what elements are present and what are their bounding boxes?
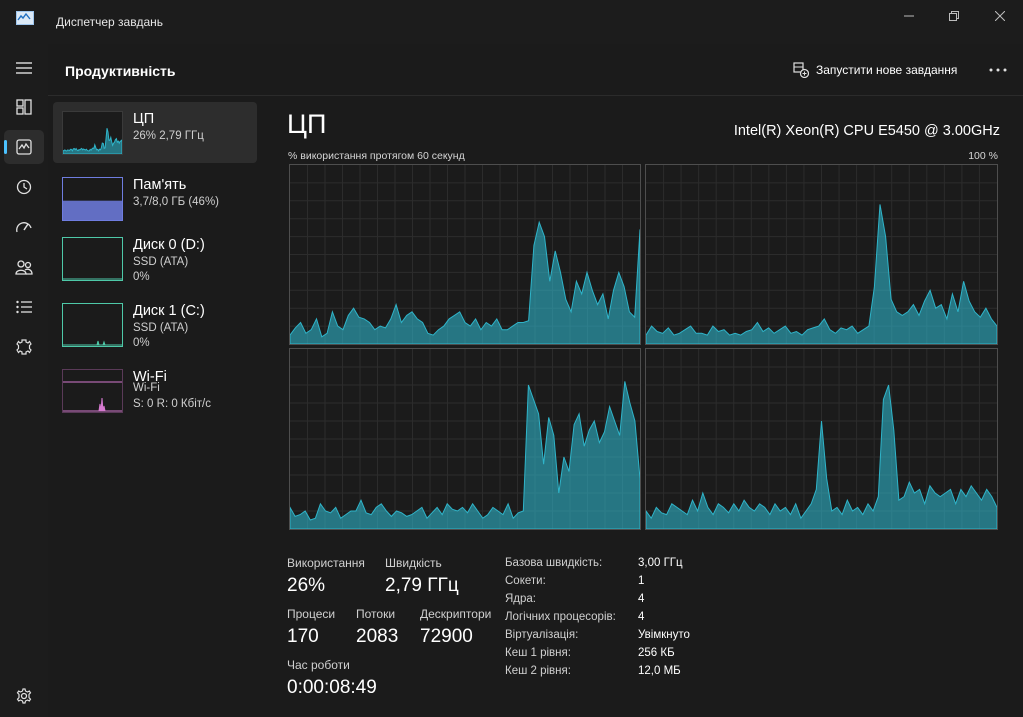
speed-value: 2,79 ГГц <box>385 575 459 596</box>
device-name: Диск 1 (C:) <box>133 303 205 319</box>
page-header: Продуктивність Запустити нове завдання <box>48 44 1023 96</box>
device-detail: 26% 2,79 ГГц <box>133 130 204 142</box>
device-item-disk0[interactable]: Диск 0 (D:) SSD (ATA) 0% <box>53 228 257 289</box>
cpu-core-1-graph <box>645 164 998 345</box>
window-title: Диспетчер завдань <box>56 15 164 29</box>
run-new-task-label: Запустити нове завдання <box>816 63 958 77</box>
minimize-icon <box>904 15 914 17</box>
disk0-thumbnail-graph <box>62 237 123 281</box>
device-type: SSD (ATA) <box>133 322 189 334</box>
spec-label: Логічних процесорів: <box>505 611 616 623</box>
startup-apps-icon <box>16 222 32 233</box>
minimize-button[interactable] <box>886 0 932 32</box>
cpu-thumbnail-area <box>63 128 122 154</box>
title-bar: Диспетчер завдань <box>0 0 1023 44</box>
threads-value: 2083 <box>356 626 399 647</box>
device-detail: 3,7/8,0 ГБ (46%) <box>133 196 220 208</box>
memory-thumbnail-fill <box>63 200 122 220</box>
uptime-value: 0:00:08:49 <box>287 677 377 698</box>
spec-value: 3,00 ГГц <box>638 557 683 569</box>
restore-icon <box>949 11 959 21</box>
nav-app-history[interactable] <box>4 170 44 204</box>
spec-label: Базова швидкість: <box>505 557 603 569</box>
device-type: SSD (ATA) <box>133 256 189 268</box>
spec-label: Сокети: <box>505 575 546 587</box>
graph-max-label: 100 % <box>968 150 998 162</box>
cpu-core-2-area <box>290 381 640 529</box>
more-options-button[interactable] <box>988 60 1008 80</box>
cpu-core-3-area <box>646 384 997 529</box>
graph-caption: % використання протягом 60 секунд <box>288 150 465 162</box>
device-name: ЦП <box>133 111 155 127</box>
cpu-core-1-area <box>646 204 997 344</box>
device-item-wifi[interactable]: Wi-Fi Wi-Fi S: 0 R: 0 Кбіт/с <box>53 360 257 421</box>
device-usage: 0% <box>133 271 150 283</box>
nav-startup-apps[interactable] <box>4 210 44 244</box>
hamburger-menu-icon <box>16 62 32 74</box>
performance-icon <box>16 139 32 155</box>
handles-value: 72900 <box>420 626 473 647</box>
spec-value: 4 <box>638 611 645 623</box>
spec-value: 4 <box>638 593 645 605</box>
spec-value: 1 <box>638 575 645 587</box>
nav-details[interactable] <box>4 290 44 324</box>
utilization-label: Використання <box>287 556 365 570</box>
details-icon <box>16 300 32 314</box>
device-item-cpu[interactable]: ЦП 26% 2,79 ГГц <box>53 102 257 163</box>
task-manager-app-icon <box>16 11 34 25</box>
users-icon <box>15 260 33 275</box>
speed-label: Швидкість <box>385 556 442 570</box>
main-title: ЦП <box>287 109 327 139</box>
nav-performance[interactable] <box>4 130 44 164</box>
device-name: Пам'ять <box>133 177 187 193</box>
run-new-task-button[interactable]: Запустити нове завдання <box>793 60 957 80</box>
processes-label: Процеси <box>287 607 336 621</box>
menu-toggle-button[interactable] <box>4 51 44 85</box>
cpu-thumbnail-graph <box>62 111 123 155</box>
processes-value: 170 <box>287 626 319 647</box>
device-name: Wi-Fi <box>133 369 167 385</box>
page-title: Продуктивність <box>65 63 176 79</box>
device-item-memory[interactable]: Пам'ять 3,7/8,0 ГБ (46%) <box>53 168 257 229</box>
device-usage: 0% <box>133 337 150 349</box>
cpu-core-2-graph <box>289 348 641 530</box>
nav-settings[interactable] <box>4 679 44 713</box>
run-new-task-icon <box>793 62 809 78</box>
spec-value: 12,0 МБ <box>638 665 681 677</box>
app-history-icon <box>16 179 32 195</box>
cpu-model: Intel(R) Xeon(R) CPU E5450 @ 3.00GHz <box>733 123 1000 139</box>
device-type: Wi-Fi <box>133 382 160 394</box>
close-button[interactable] <box>977 0 1023 32</box>
spec-label: Кеш 2 рівня: <box>505 665 571 677</box>
handles-label: Дескриптори <box>420 607 492 621</box>
device-item-disk1[interactable]: Диск 1 (C:) SSD (ATA) 0% <box>53 294 257 355</box>
disk1-thumbnail-graph <box>62 303 123 347</box>
close-icon <box>995 11 1005 21</box>
processes-icon <box>16 99 32 115</box>
nav-users[interactable] <box>4 250 44 284</box>
services-icon <box>16 339 32 355</box>
nav-services[interactable] <box>4 330 44 364</box>
spec-value: 256 КБ <box>638 647 675 659</box>
device-name: Диск 0 (D:) <box>133 237 205 253</box>
cpu-core-0-area <box>290 220 640 344</box>
device-throughput: S: 0 R: 0 Кбіт/с <box>133 398 211 410</box>
utilization-value: 26% <box>287 575 326 596</box>
spec-label: Ядра: <box>505 593 537 605</box>
cpu-core-3-graph <box>645 348 998 530</box>
threads-label: Потоки <box>356 607 396 621</box>
nav-processes[interactable] <box>4 90 44 124</box>
navigation-rail <box>0 44 48 717</box>
wifi-thumbnail-graph <box>62 369 123 413</box>
restore-button[interactable] <box>931 0 977 32</box>
settings-icon <box>16 688 32 704</box>
memory-thumbnail-graph <box>62 177 123 221</box>
spec-value: Увімкнуто <box>638 629 690 641</box>
uptime-label: Час роботи <box>287 658 350 672</box>
cpu-core-0-graph <box>289 164 641 345</box>
spec-label: Віртуалізація: <box>505 629 579 641</box>
spec-label: Кеш 1 рівня: <box>505 647 571 659</box>
more-options-icon <box>989 68 1007 72</box>
